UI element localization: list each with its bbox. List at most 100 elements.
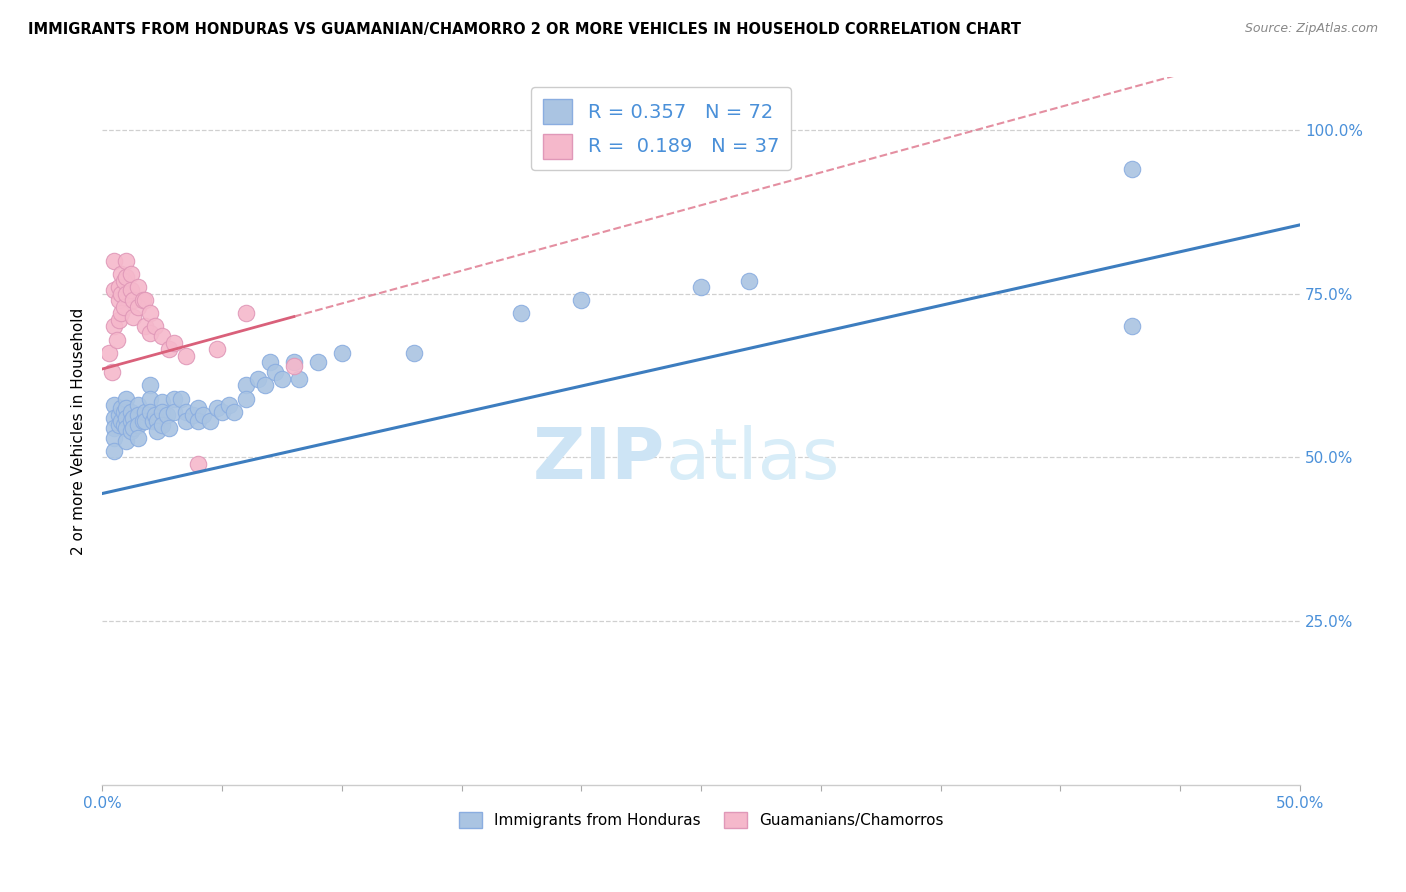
Point bbox=[191, 408, 214, 422]
Point bbox=[120, 414, 142, 428]
Text: IMMIGRANTS FROM HONDURAS VS GUAMANIAN/CHAMORRO 2 OR MORE VEHICLES IN HOUSEHOLD C: IMMIGRANTS FROM HONDURAS VS GUAMANIAN/CH… bbox=[28, 22, 1021, 37]
Point bbox=[115, 253, 138, 268]
Point bbox=[187, 401, 209, 416]
Point bbox=[110, 286, 132, 301]
Text: ZIP: ZIP bbox=[533, 425, 665, 494]
Point bbox=[163, 404, 186, 418]
Point bbox=[103, 444, 125, 458]
Point bbox=[115, 421, 138, 435]
Point bbox=[170, 392, 193, 406]
Point bbox=[139, 306, 162, 320]
Point bbox=[259, 355, 281, 369]
Point bbox=[115, 401, 138, 416]
Point bbox=[139, 392, 162, 406]
Point bbox=[198, 414, 221, 428]
Point bbox=[287, 372, 309, 386]
Point bbox=[98, 345, 121, 359]
Point bbox=[181, 408, 204, 422]
Point bbox=[283, 355, 305, 369]
Point bbox=[127, 398, 149, 412]
Point bbox=[103, 421, 125, 435]
Point bbox=[163, 335, 186, 350]
Point bbox=[122, 310, 145, 324]
Point bbox=[1121, 162, 1143, 177]
Text: atlas: atlas bbox=[665, 425, 839, 494]
Point bbox=[132, 414, 155, 428]
Point bbox=[254, 378, 277, 392]
Point bbox=[127, 408, 149, 422]
Point bbox=[141, 414, 163, 428]
Point bbox=[150, 417, 173, 432]
Point bbox=[103, 319, 125, 334]
Point bbox=[235, 378, 257, 392]
Point bbox=[143, 319, 166, 334]
Point bbox=[127, 300, 149, 314]
Point bbox=[235, 306, 257, 320]
Point bbox=[156, 408, 179, 422]
Point bbox=[1121, 319, 1143, 334]
Point bbox=[115, 434, 138, 449]
Point bbox=[146, 424, 169, 438]
Point bbox=[143, 408, 166, 422]
Point bbox=[283, 359, 305, 373]
Point bbox=[132, 293, 155, 308]
Y-axis label: 2 or more Vehicles in Household: 2 or more Vehicles in Household bbox=[72, 308, 86, 555]
Point bbox=[122, 411, 145, 425]
Point bbox=[690, 280, 713, 294]
Point bbox=[112, 404, 135, 418]
Point bbox=[110, 267, 132, 281]
Point bbox=[139, 404, 162, 418]
Point bbox=[134, 414, 156, 428]
Point bbox=[174, 404, 197, 418]
Point bbox=[402, 345, 425, 359]
Point bbox=[270, 372, 292, 386]
Point bbox=[218, 398, 240, 412]
Point bbox=[115, 286, 138, 301]
Point bbox=[108, 313, 131, 327]
Point bbox=[127, 280, 149, 294]
Point bbox=[330, 345, 353, 359]
Point bbox=[110, 401, 132, 416]
Point bbox=[157, 343, 180, 357]
Point bbox=[120, 424, 142, 438]
Point bbox=[205, 401, 228, 416]
Point bbox=[307, 355, 329, 369]
Point bbox=[127, 417, 149, 432]
Point bbox=[108, 408, 131, 422]
Point bbox=[134, 404, 156, 418]
Point bbox=[103, 253, 125, 268]
Legend: Immigrants from Honduras, Guamanians/Chamorros: Immigrants from Honduras, Guamanians/Cha… bbox=[453, 805, 949, 834]
Point bbox=[105, 333, 128, 347]
Point bbox=[146, 414, 169, 428]
Point bbox=[108, 280, 131, 294]
Point bbox=[174, 349, 197, 363]
Point bbox=[139, 378, 162, 392]
Point bbox=[122, 421, 145, 435]
Point bbox=[134, 319, 156, 334]
Point bbox=[122, 293, 145, 308]
Point bbox=[157, 421, 180, 435]
Point bbox=[211, 404, 233, 418]
Point bbox=[120, 404, 142, 418]
Point bbox=[263, 365, 285, 379]
Point bbox=[150, 404, 173, 418]
Text: Source: ZipAtlas.com: Source: ZipAtlas.com bbox=[1244, 22, 1378, 36]
Point bbox=[110, 306, 132, 320]
Point bbox=[187, 414, 209, 428]
Point bbox=[174, 414, 197, 428]
Point bbox=[510, 306, 533, 320]
Point bbox=[150, 329, 173, 343]
Point bbox=[112, 300, 135, 314]
Point bbox=[163, 392, 186, 406]
Point bbox=[112, 274, 135, 288]
Point bbox=[235, 392, 257, 406]
Point bbox=[112, 417, 135, 432]
Point bbox=[101, 365, 124, 379]
Point bbox=[115, 411, 138, 425]
Point bbox=[103, 411, 125, 425]
Point bbox=[108, 417, 131, 432]
Point bbox=[103, 431, 125, 445]
Point bbox=[108, 293, 131, 308]
Point bbox=[103, 284, 125, 298]
Point bbox=[187, 457, 209, 471]
